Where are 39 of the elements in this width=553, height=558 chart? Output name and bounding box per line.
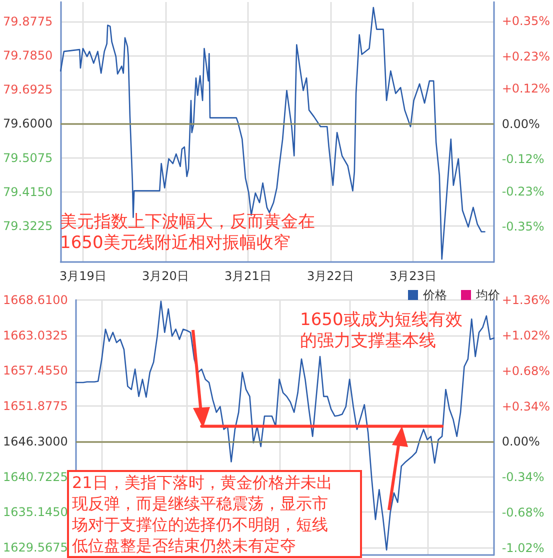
y2-tick-label: +1.02% [502,328,550,342]
x-tick-label: 3月21日 [224,269,272,283]
y-tick-label: 1646.3000 [2,434,68,448]
y-tick-label: 79.8775 [3,14,53,28]
legend-label: 价格 [422,288,447,302]
y2-tick-label: +0.12% [502,82,550,96]
y-tick-label: 1663.0325 [2,328,68,342]
y2-tick-label: -1.02% [502,540,544,555]
x-tick-label: 3月20日 [142,269,189,283]
y-tick-label: 1635.1450 [2,505,68,520]
y2-tick-label: 0.00% [502,116,540,131]
x-tick-label: 3月23日 [390,269,436,283]
x-tick-label: 3月19日 [59,269,106,283]
y2-tick-label: -0.35% [502,219,544,234]
y2-tick-label: +0.35% [502,14,550,28]
y-tick-label: 1651.8775 [2,399,68,414]
x-tick-label: 3月22日 [307,269,354,283]
y-tick-label: 1668.6100 [2,293,68,307]
y2-tick-label: +0.68% [502,364,550,378]
annotation: 1650或成为短线有效的强力支撑基本线 [300,310,464,352]
y-tick-label: 1640.7225 [2,470,68,484]
y-tick-label: 1629.5675 [2,540,68,555]
y-tick-label: 79.7850 [3,48,53,62]
y2-tick-label: +0.23% [502,49,550,64]
y2-tick-label: -0.34% [502,470,544,484]
y2-tick-label: +0.34% [502,399,550,414]
y-tick-label: 79.4150 [3,184,53,199]
y2-tick-label: -0.68% [502,506,544,520]
y-tick-label: 1657.4550 [2,364,68,378]
y-tick-label: 79.6000 [3,116,53,131]
y2-tick-label: -0.23% [502,184,544,198]
y2-tick-label: -0.12% [502,152,544,166]
y-tick-label: 79.5075 [3,150,53,165]
y2-tick-label: +1.36% [502,293,550,307]
legend-label: 均价 [475,288,500,302]
y-tick-label: 79.6925 [3,82,53,97]
y2-tick-label: 0.00% [502,434,540,449]
annotation: 21日，美指下落时，黄金价格并未出现反弹，而是继续平稳震荡，显示市场对于支撑位的选择仍不明朗，短线低位盘整是否结束仍然未有定夺 [67,470,362,558]
y-tick-label: 79.3225 [3,219,53,234]
